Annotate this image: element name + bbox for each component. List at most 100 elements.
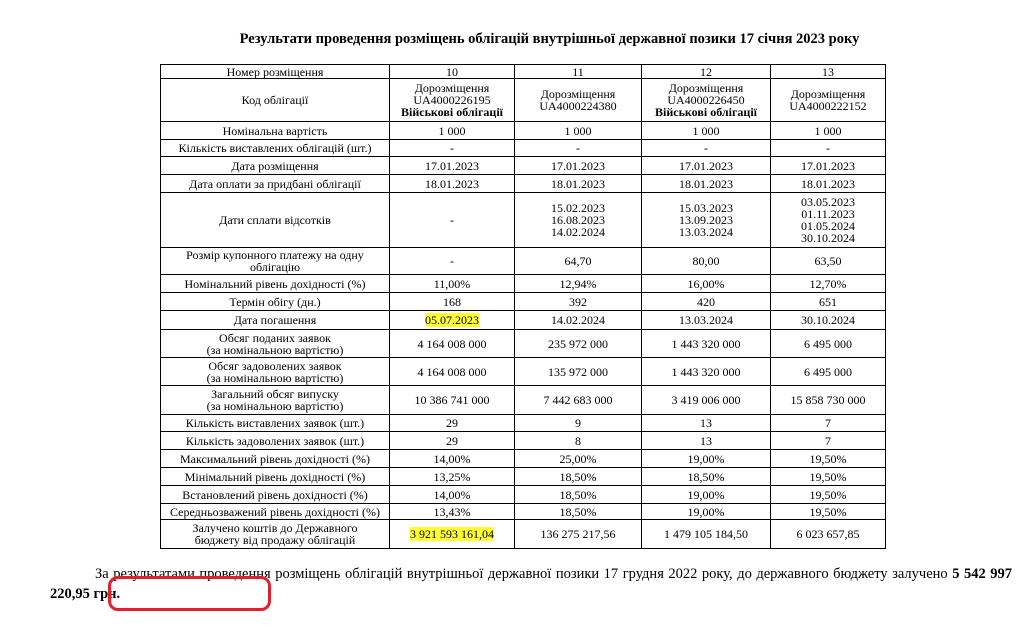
table-cell: 1 479 105 184,50 — [641, 519, 771, 549]
table-cell: 6 023 657,85 — [770, 519, 886, 549]
table-cell: 235 972 000 — [514, 329, 642, 358]
table-row: Кількість задоволених заявок (шт.) 29 8 13 7 — [160, 431, 886, 450]
table-row: Номінальний рівень дохідності (%) 11,00% 1… — [160, 274, 886, 293]
table-cell: 18,50% — [514, 485, 642, 504]
table-cell: - — [389, 247, 515, 275]
row-label: Мінімальний рівень дохідності (%) — [160, 467, 390, 486]
table-cell: 392 — [514, 292, 642, 311]
cell-line: 03.05.2023 — [801, 195, 855, 209]
table-cell: 18,50% — [514, 503, 642, 520]
table-cell: 1 000 — [770, 121, 886, 140]
table-row: Загальний обсяг випуску (за номінальною в… — [160, 385, 886, 415]
table-row: Дата погашення 05.07.2023 14.02.2024 13.03.… — [160, 310, 886, 330]
table-row: Дати сплати відсотків -15.02.2023 16.08.20… — [160, 192, 886, 248]
row-label: Кількість задоволених заявок (шт.) — [160, 431, 390, 450]
row-label: Код облігації — [160, 78, 390, 122]
total-amount: 5 542 997 220,95 грн. — [50, 566, 1013, 602]
table-cell: 12,94% — [514, 274, 642, 293]
table-cell: 64,70 — [514, 247, 642, 275]
row-label: Дата оплати за придбані облігації — [160, 174, 390, 193]
table-cell: 14.02.2024 — [514, 310, 642, 330]
table-row: Обсяг поданих заявок (за номінальною варт… — [160, 329, 886, 358]
table-cell: - — [641, 139, 771, 157]
table-row: Встановлений рівень дохідності (%) 14,00%… — [160, 485, 886, 504]
cell-line: Військові облігації — [655, 105, 757, 119]
cell-line: Дорозміщення — [540, 87, 616, 101]
table-cell: 13 — [641, 414, 771, 432]
table-row: Номінальна вартість 1 000 1 000 1 000 1 000 — [160, 121, 886, 140]
table-cell: 13 — [770, 64, 886, 79]
table-cell: 29 — [389, 414, 515, 432]
cell-line: 15.03.2023 — [679, 201, 733, 215]
table-cell: 13,43% — [389, 503, 515, 520]
table-cell: 17.01.2023 — [770, 156, 886, 175]
cell-line: Розмір купонного платежу на одну — [186, 248, 364, 262]
table-cell: 17.01.2023 — [514, 156, 642, 175]
table-row: Код облігації Дорозміщення UA4000226195 Вій… — [160, 78, 886, 122]
cell-line: Дорозміщення — [668, 81, 744, 95]
table-cell: 18.01.2023 — [770, 174, 886, 193]
cell-line: UA4000222152 — [789, 99, 867, 113]
table-row: Максимальний рівень дохідності (%) 14,00%… — [160, 449, 886, 468]
table-cell: 19,00% — [641, 503, 771, 520]
table-cell: 651 — [770, 292, 886, 311]
table-cell: 10 — [389, 64, 515, 79]
table-row: Залучено коштів до Державного бюджету від… — [160, 519, 886, 549]
table-cell: 420 — [641, 292, 771, 311]
table-cell: 03.05.2023 01.11.2023 01.05.2024 30.10.2024 — [770, 192, 886, 248]
table-row: Розмір купонного платежу на одну облігаці… — [160, 247, 886, 275]
table-cell: 19,50% — [770, 503, 886, 520]
cell-line: бюджету від продажу облігацій — [194, 533, 356, 547]
row-label: Максимальний рівень дохідності (%) — [160, 449, 390, 468]
table-cell: 14,00% — [389, 485, 515, 504]
table-cell: 11 — [514, 64, 642, 79]
row-label: Номінальний рівень дохідності (%) — [160, 274, 390, 293]
table-cell: 15.02.2023 16.08.2023 14.02.2024 — [514, 192, 642, 248]
table-row: Дата розміщення 17.01.2023 17.01.2023 17.01… — [160, 156, 886, 175]
table-cell: 19,50% — [770, 485, 886, 504]
table-cell: 18.01.2023 — [514, 174, 642, 193]
table-cell: 12,70% — [770, 274, 886, 293]
cell-line: Обсяг задоволених заявок — [208, 358, 342, 373]
table-row: Номер розміщення 10 11 12 13 — [160, 64, 886, 79]
cell-line: 13.09.2023 — [679, 213, 733, 227]
table-cell: 05.07.2023 — [389, 310, 515, 330]
cell-line: (за номінальною вартістю) — [206, 399, 344, 413]
table-cell: 136 275 217,56 — [514, 519, 642, 549]
red-circle-annotation — [108, 576, 271, 611]
table-cell: 1 443 320 000 — [641, 329, 771, 358]
row-label: Залучено коштів до Державного бюджету від… — [160, 519, 390, 549]
cell-line: 01.11.2023 — [801, 207, 855, 221]
summary-text: За результатами проведення розміщень обл… — [95, 566, 948, 582]
table-cell: 19,00% — [641, 449, 771, 468]
table-cell: 19,00% — [641, 485, 771, 504]
row-label: Номер розміщення — [160, 64, 390, 79]
table-cell: 168 — [389, 292, 515, 311]
cell-line: 13.03.2024 — [679, 225, 733, 239]
row-label: Обсяг задоволених заявок (за номінальною … — [160, 357, 390, 386]
table-cell: 4 164 008 000 — [389, 329, 515, 358]
cell-line: (за номінальною вартістю) — [206, 370, 344, 385]
row-label: Термін обігу (дн.) — [160, 292, 390, 311]
cell-line: 01.05.2024 — [801, 219, 855, 233]
row-label: Кількість виставлених облігацій (шт.) — [160, 139, 390, 157]
table-row: Обсяг задоволених заявок (за номінальною … — [160, 357, 886, 386]
cell-line: UA4000224380 — [539, 99, 617, 113]
row-label: Кількість виставлених заявок (шт.) — [160, 414, 390, 432]
cell-line: Обсяг поданих заявок — [219, 330, 331, 345]
table-cell: 8 — [514, 431, 642, 450]
table-cell: - — [389, 192, 515, 248]
table-cell: 135 972 000 — [514, 357, 642, 386]
row-label: Номінальна вартість — [160, 121, 390, 140]
table-cell: Дорозміщення UA4000226450 Військові обліга… — [641, 78, 771, 122]
table-cell: 10 386 741 000 — [389, 385, 515, 415]
table-cell: 7 — [770, 414, 886, 432]
table-cell: 18,50% — [514, 467, 642, 486]
table-cell: 19,50% — [770, 467, 886, 486]
table-cell: 13 — [641, 431, 771, 450]
table-cell: 9 — [514, 414, 642, 432]
table-cell: 16,00% — [641, 274, 771, 293]
table-cell: 18,50% — [641, 467, 771, 486]
table-cell: - — [514, 139, 642, 157]
table-cell: 19,50% — [770, 449, 886, 468]
